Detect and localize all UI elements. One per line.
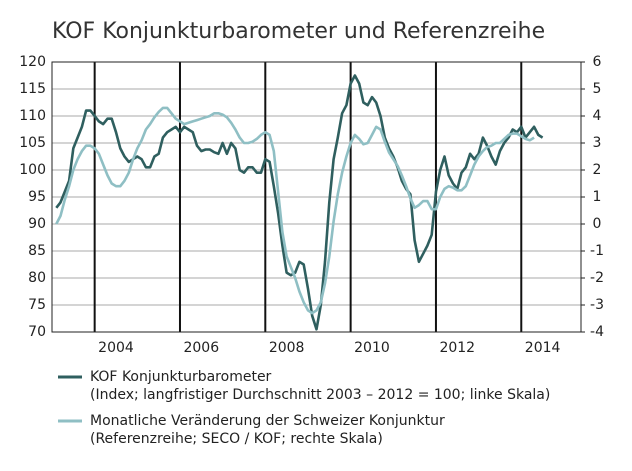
y-tick-label: 80: [28, 270, 46, 286]
y2-tick-label: 3: [593, 135, 602, 151]
legend-description: (Index; langfristiger Durchschnitt 2003 …: [90, 387, 550, 403]
y2-tick-label: -2: [590, 270, 604, 286]
y2-tick-label: 1: [593, 189, 602, 205]
y2-tick-label: 2: [593, 162, 602, 178]
y2-tick-label: 4: [593, 108, 602, 124]
x-tick-label: 2010: [354, 340, 390, 356]
y-tick-label: 90: [28, 216, 46, 232]
chart-title: KOF Konjunkturbarometer und Referenzreih…: [52, 19, 545, 44]
y-tick-label: 85: [28, 243, 46, 259]
y-tick-label: 105: [19, 135, 46, 151]
legend-label: KOF Konjunkturbarometer: [90, 369, 272, 385]
y-tick-label: 120: [19, 54, 46, 70]
y2-tick-label: 0: [593, 216, 602, 232]
y-tick-label: 110: [19, 108, 46, 124]
legend-description: (Referenzreihe; SECO / KOF; rechte Skala…: [90, 431, 383, 447]
x-tick-label: 2004: [98, 340, 134, 356]
plot-frame: [51, 61, 582, 333]
y-tick-label: 70: [28, 324, 46, 340]
x-tick-label: 2008: [269, 340, 305, 356]
y2-tick-label: -1: [590, 243, 604, 259]
x-tick-label: 2006: [183, 340, 219, 356]
legend-label: Monatliche Veränderung der Schweizer Kon…: [90, 413, 445, 429]
y-tick-label: 100: [19, 162, 46, 178]
series-line: [55, 106, 535, 315]
y2-tick-label: 6: [593, 54, 602, 70]
y-tick-label: 75: [28, 297, 46, 313]
y-tick-label: 95: [28, 189, 46, 205]
y2-tick-label: -3: [590, 297, 604, 313]
y2-tick-label: -4: [590, 324, 604, 340]
x-tick-label: 2014: [525, 340, 561, 356]
series-line: [55, 74, 544, 331]
y-tick-label: 115: [19, 81, 46, 97]
y2-tick-label: 5: [593, 81, 602, 97]
x-tick-label: 2012: [439, 340, 475, 356]
